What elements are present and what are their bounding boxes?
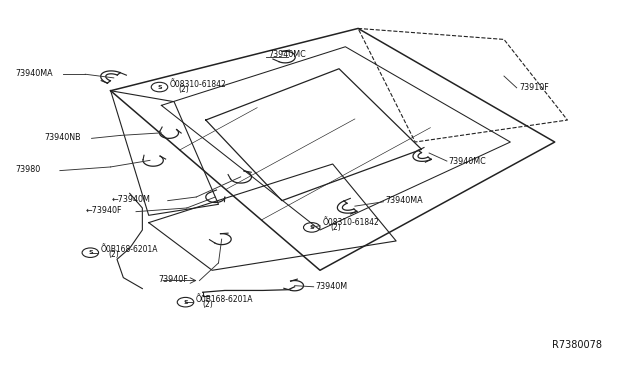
Text: (2): (2) [331,223,342,232]
Text: Õ08310-61842: Õ08310-61842 [323,218,380,227]
Text: R7380078: R7380078 [552,340,602,350]
Text: (2): (2) [203,300,213,309]
Text: S: S [157,84,162,90]
Text: ←73940F: ←73940F [85,206,122,215]
Text: ←73940M: ←73940M [112,195,151,205]
Text: S: S [309,225,314,230]
Text: 73940MA: 73940MA [15,69,53,78]
Text: (2): (2) [178,85,189,94]
Text: 73940NB: 73940NB [44,133,81,142]
Text: Õ0B168-6201A: Õ0B168-6201A [100,245,158,254]
Text: (2): (2) [109,250,120,259]
Text: 73910F: 73910F [520,83,550,92]
Text: Õ08310-61842: Õ08310-61842 [170,80,227,89]
Text: 73940MC: 73940MC [449,157,486,166]
Text: 73940MA: 73940MA [385,196,423,205]
Text: Õ0B168-6201A: Õ0B168-6201A [196,295,253,304]
Text: 73940M: 73940M [316,282,348,291]
Text: S: S [88,250,93,255]
Text: S: S [183,300,188,305]
Text: 73940MC: 73940MC [269,49,307,58]
Text: 73980: 73980 [15,166,41,174]
Text: 73940F: 73940F [158,275,188,284]
